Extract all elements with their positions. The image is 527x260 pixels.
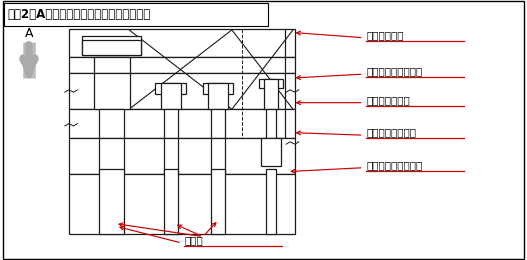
Bar bbox=[164, 109, 178, 138]
Text: ストリッパプレート: ストリッパプレート bbox=[366, 160, 423, 170]
Bar bbox=[82, 36, 141, 55]
Bar bbox=[211, 169, 225, 234]
Bar bbox=[99, 169, 124, 234]
Bar bbox=[266, 169, 276, 234]
Bar bbox=[164, 138, 178, 174]
Text: A: A bbox=[25, 27, 33, 40]
Bar bbox=[99, 138, 124, 174]
Bar bbox=[69, 73, 295, 109]
Bar bbox=[69, 29, 295, 57]
Text: パンチプレート: パンチプレート bbox=[366, 95, 410, 105]
Bar bbox=[82, 40, 141, 55]
Bar bbox=[164, 169, 178, 234]
Bar bbox=[99, 109, 124, 138]
Bar bbox=[69, 174, 295, 234]
Bar bbox=[208, 83, 228, 109]
Text: バッキングプレート: バッキングプレート bbox=[366, 67, 423, 76]
Bar bbox=[94, 57, 130, 73]
Bar bbox=[69, 57, 295, 73]
Bar bbox=[264, 79, 278, 109]
Bar bbox=[69, 109, 295, 138]
Bar bbox=[94, 73, 130, 109]
Bar bbox=[4, 3, 268, 26]
Bar bbox=[211, 138, 225, 174]
Bar bbox=[69, 138, 295, 174]
Bar bbox=[155, 83, 186, 94]
Text: パンチホルダ: パンチホルダ bbox=[366, 30, 404, 40]
Bar bbox=[203, 83, 233, 94]
Text: 【図2】A方向から組立・分解を考えた構造: 【図2】A方向から組立・分解を考えた構造 bbox=[8, 8, 151, 21]
Text: パンチ: パンチ bbox=[184, 236, 203, 245]
Bar bbox=[261, 138, 281, 166]
Bar bbox=[259, 79, 283, 88]
Bar bbox=[211, 109, 225, 138]
Bar bbox=[266, 109, 276, 138]
Text: ストリッパボルト: ストリッパボルト bbox=[366, 128, 416, 138]
Bar bbox=[161, 83, 181, 109]
